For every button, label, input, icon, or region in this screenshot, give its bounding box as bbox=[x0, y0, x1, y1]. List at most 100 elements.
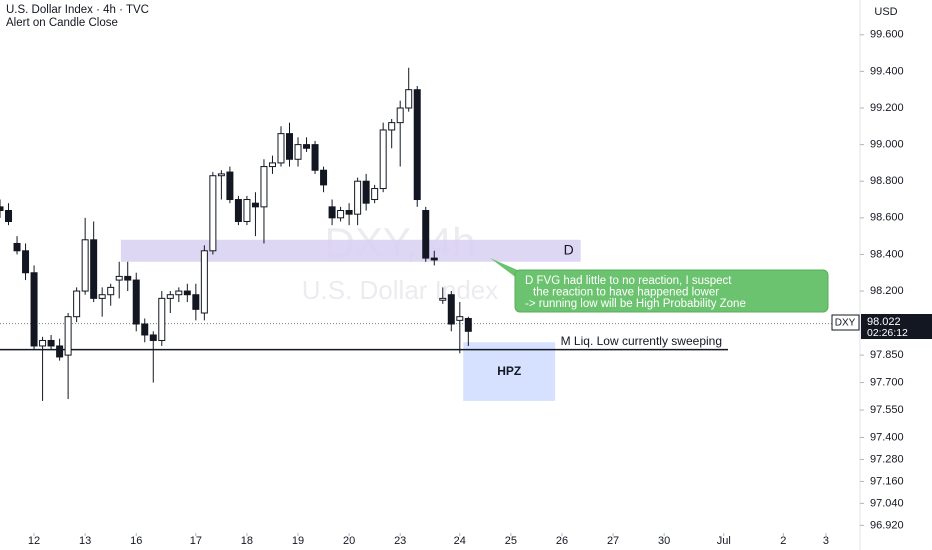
zones: D HPZ M Liq. Low currently sweeping bbox=[0, 239, 860, 401]
x-tick-label: 12 bbox=[28, 535, 40, 547]
candle-body bbox=[115, 275, 123, 281]
candle-body bbox=[251, 202, 259, 208]
candle-body bbox=[22, 250, 30, 274]
y-tick-label: 99.000 bbox=[870, 139, 904, 151]
y-tick-label: 99.400 bbox=[870, 65, 904, 77]
callout-text: -> running low will be High Probability … bbox=[525, 298, 746, 310]
candle-body bbox=[107, 286, 115, 296]
candle-body bbox=[447, 294, 455, 325]
candle-body bbox=[379, 129, 387, 190]
y-tick-label: 98.200 bbox=[870, 285, 904, 297]
x-tick-label: 26 bbox=[556, 535, 568, 547]
candle-body bbox=[47, 339, 55, 347]
candle-body bbox=[158, 297, 166, 341]
candle-body bbox=[268, 162, 276, 168]
candle-body bbox=[166, 294, 174, 299]
x-tick-label: 3 bbox=[823, 535, 829, 547]
candle-body bbox=[124, 275, 132, 281]
y-tick-label: 97.550 bbox=[870, 404, 904, 416]
candle-body bbox=[320, 169, 328, 186]
candle-body bbox=[354, 180, 362, 215]
candle-body bbox=[183, 290, 191, 296]
y-tick-label: 98.400 bbox=[870, 248, 904, 260]
zone-label: D bbox=[564, 241, 574, 257]
candle-body bbox=[371, 188, 379, 201]
candle-body bbox=[396, 107, 404, 124]
currency-label: USD bbox=[874, 6, 897, 18]
candle-body bbox=[405, 89, 413, 109]
last-price-label: 98.022 bbox=[867, 316, 901, 328]
candle-body bbox=[430, 257, 438, 261]
callout-box bbox=[514, 269, 829, 313]
candle-body bbox=[56, 345, 64, 358]
symbol-label: DXY bbox=[835, 318, 856, 329]
candle-body bbox=[286, 133, 294, 160]
y-tick-label: 96.920 bbox=[870, 519, 904, 531]
candle-body bbox=[81, 239, 89, 292]
candle-body bbox=[456, 316, 464, 321]
candles bbox=[0, 67, 472, 401]
countdown-label: 02:26:12 bbox=[867, 327, 908, 339]
y-tick-label: 99.200 bbox=[870, 102, 904, 114]
y-tick-label: 97.280 bbox=[870, 453, 904, 465]
candle-body bbox=[132, 279, 140, 325]
y-tick-label: 97.400 bbox=[870, 431, 904, 443]
x-tick-label: 18 bbox=[241, 535, 253, 547]
x-tick-label: 23 bbox=[394, 535, 406, 547]
y-tick-label: 98.800 bbox=[870, 175, 904, 187]
x-tick-label: 24 bbox=[454, 535, 466, 547]
x-tick-label: 13 bbox=[79, 535, 91, 547]
candle-body bbox=[294, 144, 302, 160]
candle-body bbox=[192, 294, 200, 310]
chart-subtitle: Alert on Candle Close bbox=[6, 17, 118, 29]
watermark-name: U.S. Dollar Index bbox=[302, 275, 499, 305]
zone bbox=[463, 342, 556, 401]
candle-body bbox=[0, 206, 4, 212]
candle-body bbox=[388, 122, 396, 131]
candle-body bbox=[39, 339, 47, 347]
candle-body bbox=[234, 199, 242, 222]
candle-body bbox=[5, 210, 13, 222]
candle-body bbox=[277, 133, 285, 164]
candle-body bbox=[149, 334, 157, 341]
x-tick-label: 16 bbox=[130, 535, 142, 547]
watermark: DXY, 4hU.S. Dollar Index bbox=[302, 219, 499, 305]
candle-body bbox=[226, 171, 234, 201]
callout-text: D FVG had little to no reaction, I suspe… bbox=[525, 275, 732, 287]
y-tick-label: 98.600 bbox=[870, 212, 904, 224]
candle-body bbox=[303, 144, 311, 149]
y-tick-label: 97.700 bbox=[870, 376, 904, 388]
candle-body bbox=[30, 272, 38, 347]
candle-body bbox=[422, 210, 430, 259]
zone bbox=[120, 239, 581, 262]
candle-body bbox=[64, 316, 72, 356]
last-price-tag bbox=[861, 314, 932, 339]
chart-title: U.S. Dollar Index · 4h · TVC bbox=[6, 4, 149, 16]
candle-body bbox=[337, 210, 345, 219]
candle-body bbox=[73, 290, 81, 318]
candle-body bbox=[362, 180, 370, 204]
symbol-tag bbox=[831, 314, 860, 331]
y-tick-label: 97.160 bbox=[870, 475, 904, 487]
x-tick-label: 19 bbox=[292, 535, 304, 547]
x-tick-label: Jul bbox=[717, 535, 731, 547]
x-tick-label: 30 bbox=[658, 535, 670, 547]
y-tick-label: 99.600 bbox=[870, 29, 904, 41]
candle-body bbox=[464, 318, 472, 332]
x-tick-label: 17 bbox=[190, 535, 202, 547]
candle-body bbox=[200, 250, 208, 314]
candle-body bbox=[243, 199, 251, 222]
callout-pointer bbox=[490, 258, 522, 282]
candle-body bbox=[217, 173, 225, 177]
candle-body bbox=[311, 144, 319, 171]
candle-body bbox=[98, 294, 106, 299]
x-tick-label: 20 bbox=[343, 535, 355, 547]
candle-body bbox=[13, 242, 21, 252]
x-tick-label: 27 bbox=[607, 535, 619, 547]
x-tick-label: 2 bbox=[780, 535, 786, 547]
axes: 99.600 99.400 99.200 99.000 98.800 98.600 98.4… bbox=[28, 29, 904, 547]
candle-body bbox=[141, 323, 149, 336]
candle-body bbox=[260, 166, 268, 208]
candle-body bbox=[90, 239, 98, 299]
